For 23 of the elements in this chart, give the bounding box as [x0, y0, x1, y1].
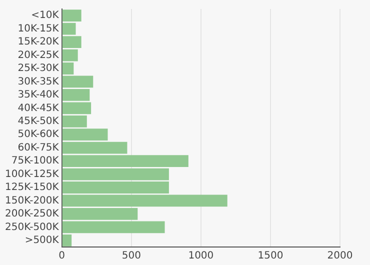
y-tick-label: 35K-40K [18, 90, 60, 101]
y-tick-label: 20K-25K [18, 50, 60, 61]
y-tick-label: >500K [24, 234, 60, 246]
y-tick-label: 75K-100K [11, 156, 60, 167]
y-tick-label: 10K-15K [18, 23, 60, 34]
y-tick-label: <10K [31, 10, 60, 22]
x-tick-label: 500 [122, 250, 141, 262]
y-tick-label: 30K-35K [18, 76, 60, 88]
y-tick-label: 250K-500K [4, 222, 60, 233]
y-tick-label: 25K-30K [18, 63, 60, 74]
x-tick-label: 1500 [258, 250, 284, 262]
y-tick-label: 45K-50K [18, 116, 60, 127]
y-tick-label: 15K-20K [18, 36, 60, 48]
y-tick-label: 60K-75K [18, 142, 60, 154]
y-tick-label: 40K-45K [18, 102, 60, 114]
y-tick-label: 100K-125K [4, 168, 60, 180]
x-tick-label: 1000 [188, 250, 214, 262]
y-tick-label: 50K-60K [18, 129, 60, 140]
y-tick-label: 200K-250K [4, 208, 60, 220]
x-tick-label: 2000 [327, 250, 353, 262]
y-tick-label: 125K-150K [4, 182, 60, 194]
x-tick-label: 0 [58, 250, 66, 262]
y-tick-label: 150K-200K [4, 195, 60, 206]
